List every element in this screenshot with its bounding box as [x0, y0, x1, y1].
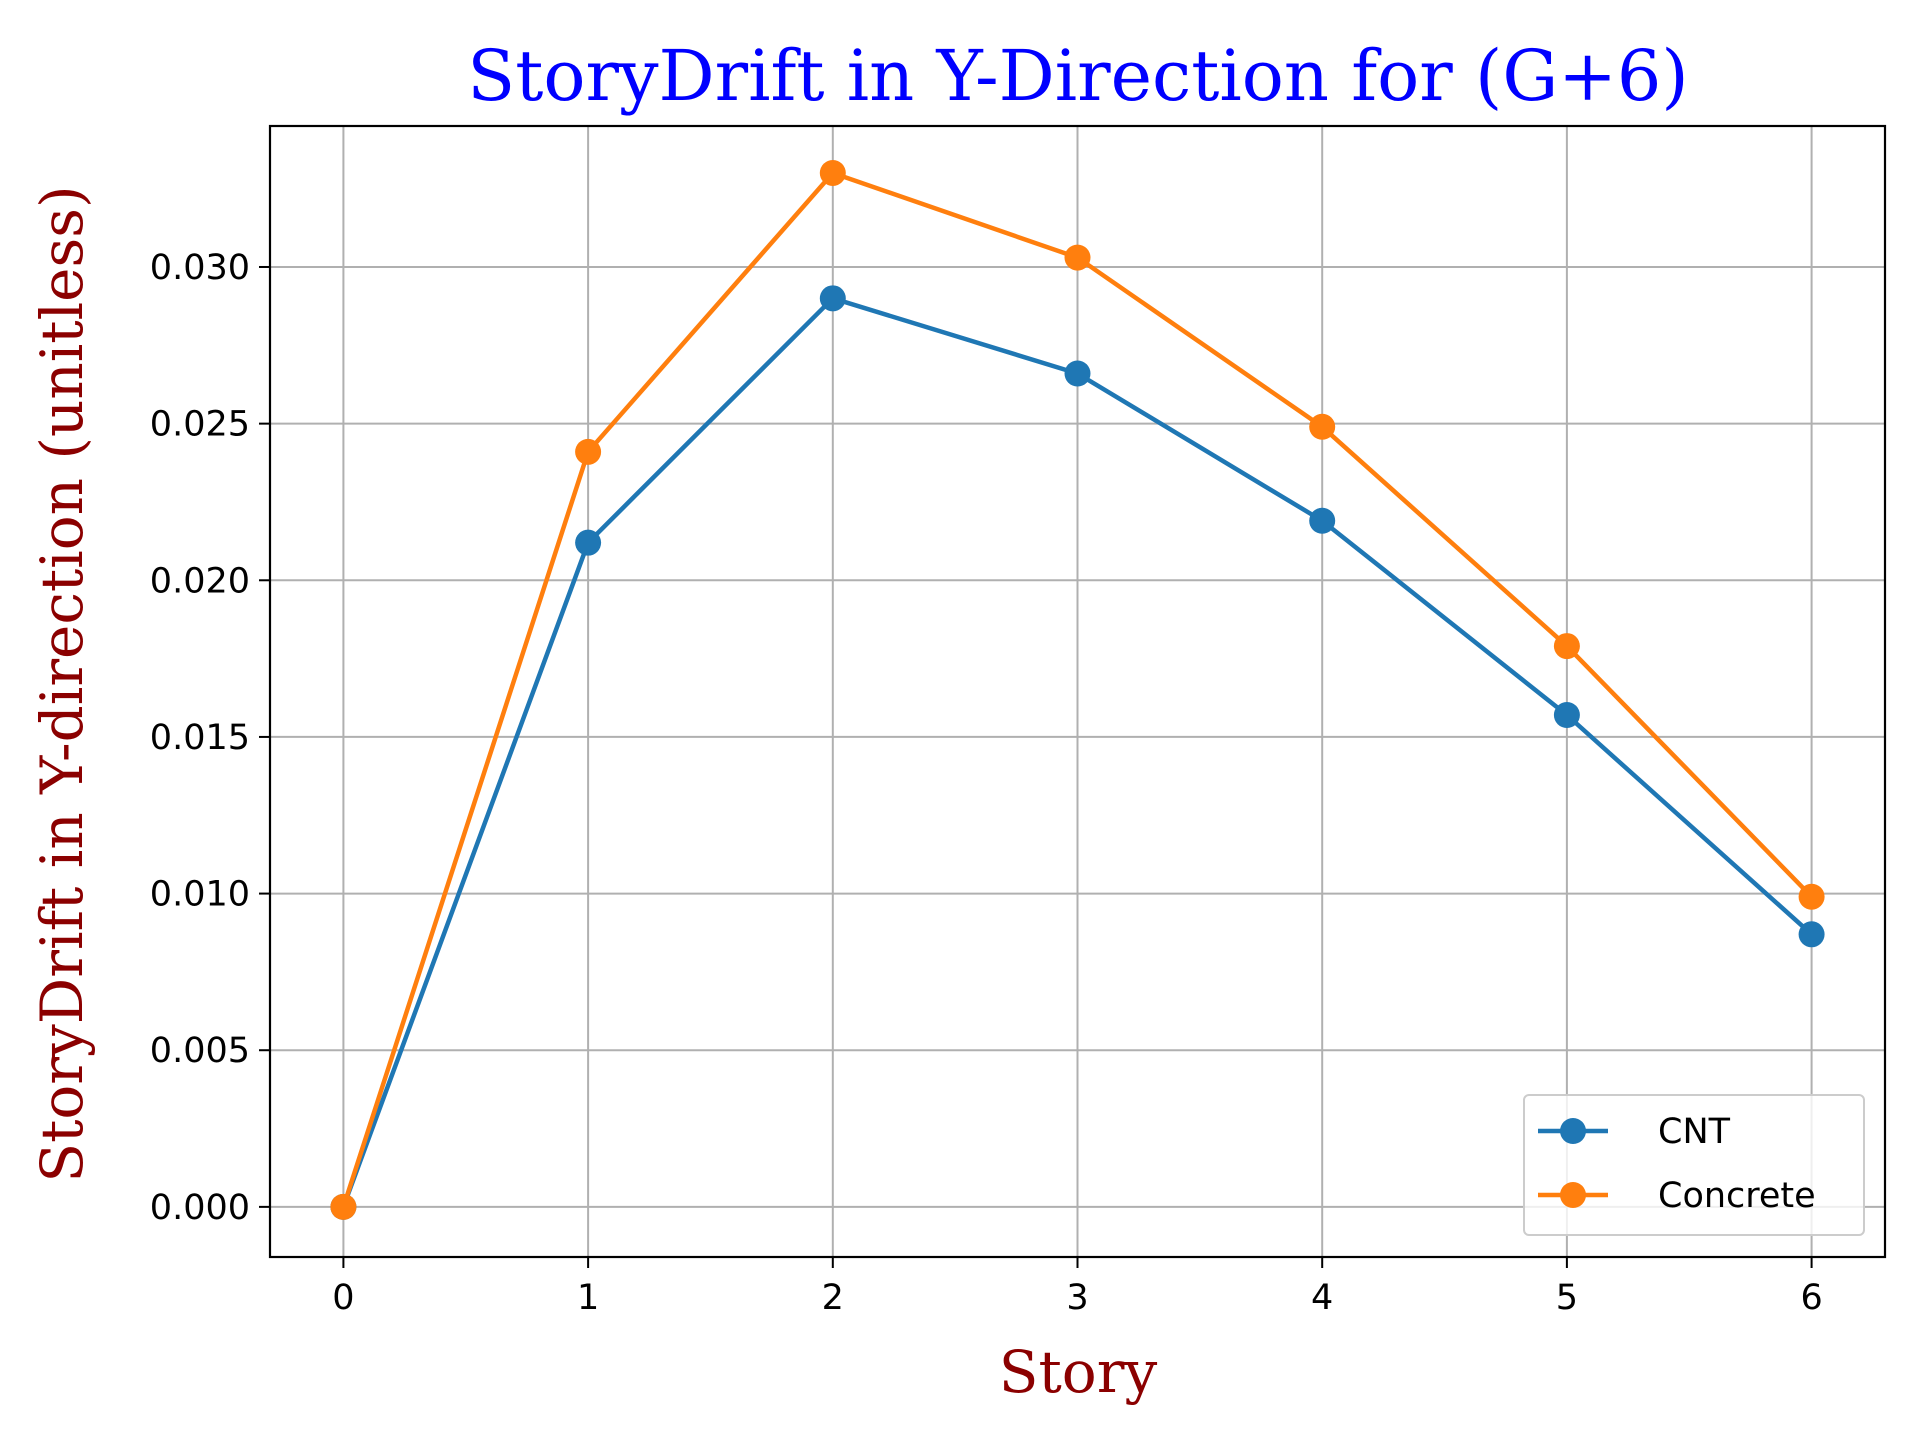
axis-ticks: 0 1 2 3 4 5 6 0.000 0.005 0.010 0.015 0.020 0.025 0.0…: [150, 248, 1823, 1318]
x-tick-label: 5: [1556, 1278, 1578, 1318]
y-tick-label: 0.020: [150, 561, 250, 601]
x-tick-label: 0: [332, 1278, 354, 1318]
data-point: [1309, 507, 1336, 534]
y-tick-label: 0.005: [150, 1031, 250, 1071]
data-point: [1798, 883, 1825, 910]
legend-item-concrete: Concrete: [1538, 1176, 1816, 1216]
legend-label: CNT: [1658, 1112, 1731, 1152]
y-tick-label: 0.025: [150, 405, 250, 445]
data-point: [819, 285, 846, 312]
y-tick-label: 0.000: [150, 1188, 250, 1228]
y-axis-label: StoryDrift in Y-direction (unitless): [28, 185, 96, 1182]
data-point: [1553, 633, 1580, 660]
legend: CNT Concrete: [1523, 1094, 1865, 1236]
x-tick-label: 3: [1066, 1278, 1088, 1318]
x-tick-label: 2: [822, 1278, 844, 1318]
x-tick-label: 6: [1800, 1278, 1822, 1318]
legend-box: [1523, 1094, 1865, 1236]
y-tick-label: 0.015: [150, 718, 250, 758]
legend-swatch-marker: [1560, 1182, 1586, 1208]
data-point: [1798, 921, 1825, 948]
x-axis-label: Story: [999, 1338, 1158, 1406]
data-point: [1064, 244, 1091, 271]
data-point: [1309, 413, 1336, 440]
data-point: [1553, 701, 1580, 728]
data-point: [575, 529, 602, 556]
legend-label: Concrete: [1658, 1176, 1816, 1216]
data-point: [819, 159, 846, 186]
data-point: [1064, 360, 1091, 387]
y-tick-label: 0.010: [150, 875, 250, 915]
data-point: [575, 438, 602, 465]
x-tick-label: 4: [1311, 1278, 1333, 1318]
legend-swatch-marker: [1560, 1118, 1586, 1144]
y-tick-label: 0.030: [150, 248, 250, 288]
series-concrete: [330, 159, 1825, 1220]
data-point: [330, 1193, 357, 1220]
legend-item-cnt: CNT: [1538, 1112, 1731, 1152]
series-lines: [330, 159, 1825, 1220]
chart-title: StoryDrift in Y-Direction for (G+6): [467, 35, 1688, 117]
x-tick-label: 1: [577, 1278, 599, 1318]
